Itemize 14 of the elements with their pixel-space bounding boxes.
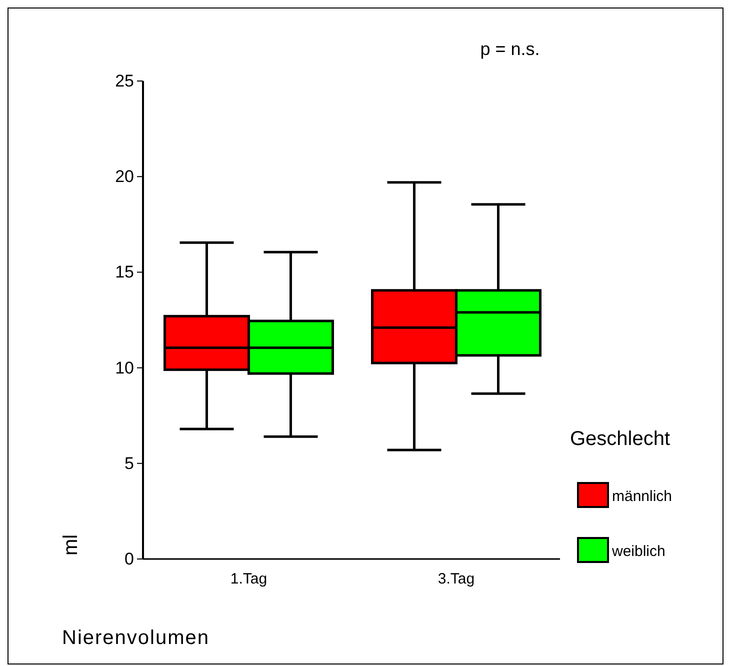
y-axis-title: ml [60, 534, 82, 556]
x-tick-label: 3.Tag [438, 570, 475, 588]
y-tick-label: 15 [115, 262, 134, 282]
x-tick-label: 1.Tag [230, 570, 268, 588]
y-tick-label: 10 [115, 358, 134, 378]
y-tick-label: 25 [115, 71, 134, 90]
text: p = n.s. [480, 39, 540, 59]
legend-label: weiblich [611, 543, 666, 560]
legend-title: Geschlecht [570, 428, 670, 450]
y-tick-label: 20 [115, 167, 134, 186]
y-tick-label: 5 [124, 454, 134, 473]
y-tick-label: 0 [124, 549, 134, 568]
legend-label: männlich [612, 488, 672, 505]
x-axis-title: Nierenvolumen [62, 627, 210, 649]
